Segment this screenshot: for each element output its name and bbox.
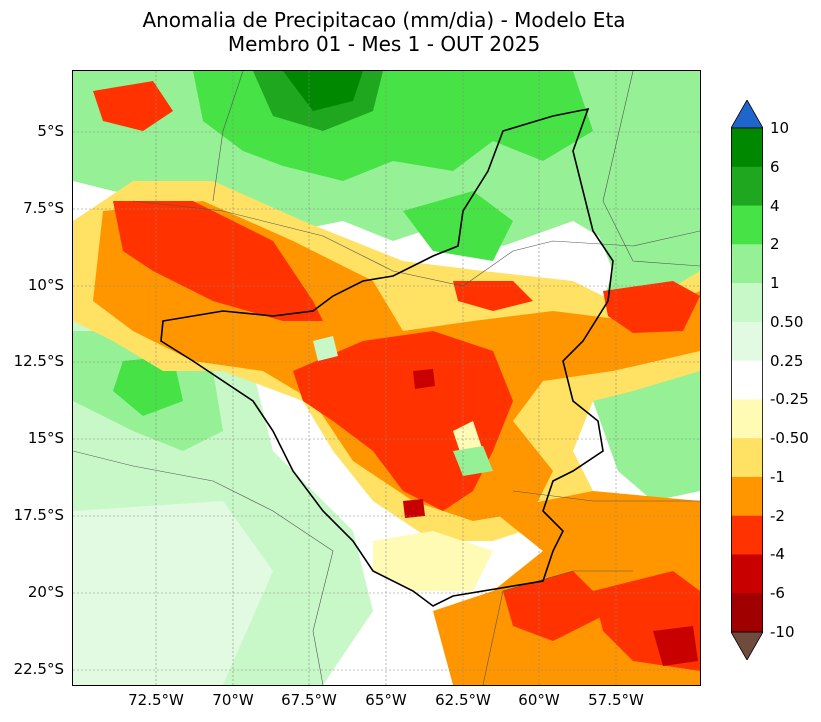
lon-tick-label: 57.5°W (588, 691, 644, 709)
colorbar-tick-label: -10 (770, 623, 795, 641)
colorbar-frame (731, 127, 763, 633)
lon-tick-label: 70°W (212, 691, 254, 709)
lon-tick-label: 72.5°W (128, 691, 184, 709)
lon-tick-label: 67.5°W (281, 691, 337, 709)
lat-tick-label: 15°S (27, 429, 64, 447)
colorbar-tick-label: 0.25 (770, 351, 804, 370)
colorbar-segment (731, 593, 763, 633)
colorbar-extend-bottom (731, 631, 763, 660)
colorbar-segment (731, 554, 763, 594)
colorbar-segment (731, 515, 763, 555)
colorbar-segment (731, 399, 763, 439)
lat-tick-label: 17.5°S (13, 506, 64, 524)
colorbar-extend-top (731, 100, 763, 129)
lat-tick-label: 20°S (27, 583, 64, 601)
precipitation-anomaly-map (73, 71, 700, 685)
map-subtitle: Membro 01 - Mes 1 - OUT 2025 (227, 32, 541, 56)
lon-tick-label: 62.5°W (435, 691, 491, 709)
colorbar-tick-label: 1 (770, 274, 780, 293)
negative-anomaly-areas (73, 81, 700, 685)
colorbar-tick-label: 10 (770, 119, 790, 137)
graticule (73, 71, 700, 685)
colorbar-tick-label: -0.50 (770, 429, 809, 448)
political-borders (73, 71, 700, 685)
colorbar-tick-label: 0.50 (770, 312, 804, 331)
colorbar-segment (731, 438, 763, 478)
colorbar-segment (731, 360, 763, 400)
map-panel (72, 70, 701, 686)
colorbar-segment (731, 128, 763, 168)
colorbar-tick-label: -4 (770, 545, 785, 564)
map-title: Anomalia de Precipitacao (mm/dia) - Mode… (142, 8, 626, 32)
colorbar (731, 100, 763, 660)
colorbar-segment (731, 476, 763, 517)
colorbar-tick-label: -0.25 (770, 390, 809, 409)
colorbar-tick-label: 6 (770, 157, 780, 176)
colorbar-tick-label: -1 (770, 467, 785, 486)
colorbar-segment (731, 166, 763, 207)
lon-tick-label: 60°W (518, 691, 560, 709)
lon-tick-label: 65°W (365, 691, 407, 709)
colorbar-tick-label: -2 (770, 506, 785, 525)
lat-tick-label: 10°S (27, 276, 64, 294)
colorbar-segment (731, 321, 763, 362)
colorbar-tick-label: 4 (770, 196, 780, 215)
lat-tick-label: 7.5°S (23, 199, 64, 217)
colorbar-tick-label: 2 (770, 235, 780, 254)
basin-outline (160, 107, 614, 607)
colorbar-segment (731, 244, 763, 284)
colorbar-tick-label: -6 (770, 584, 785, 603)
lat-tick-label: 22.5°S (13, 660, 64, 678)
colorbar-segment (731, 283, 763, 323)
lat-tick-label: 5°S (37, 122, 64, 140)
colorbar-segment (731, 205, 763, 245)
lat-tick-label: 12.5°S (13, 352, 64, 370)
